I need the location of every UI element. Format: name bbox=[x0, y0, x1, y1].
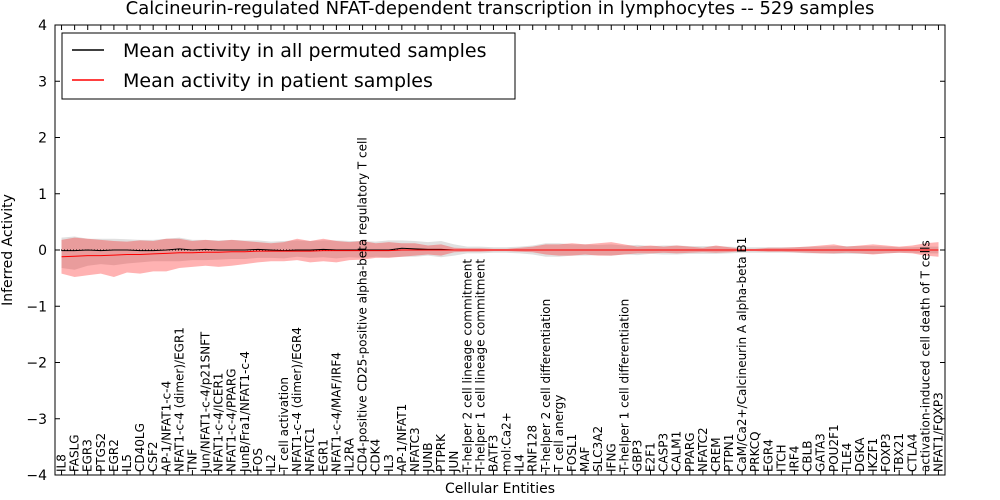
x-tick-label: PPARG bbox=[683, 432, 697, 472]
x-tick-label: FASLG bbox=[68, 434, 82, 472]
x-tick-label: PRKCQ bbox=[748, 431, 762, 472]
y-tick-label: 2 bbox=[38, 131, 47, 147]
x-tick-label: NFAT1-c-4/ICER1 bbox=[212, 373, 226, 472]
x-tick-label: IL8 bbox=[55, 454, 69, 472]
x-tick-label: Jun/NFAT1-c-4/p21SNFT bbox=[199, 331, 213, 473]
x-tick-label: CDK4 bbox=[369, 439, 383, 472]
x-tick-label: NFATC3 bbox=[408, 427, 422, 472]
x-tick-label: TLE4 bbox=[840, 443, 854, 473]
x-tick-label: JUN bbox=[447, 451, 461, 473]
x-tick-label: PTPN1 bbox=[722, 434, 736, 472]
legend-box bbox=[61, 32, 516, 100]
x-tick-label: NFAT1-c-4 (dimer)/EGR1 bbox=[172, 327, 186, 472]
x-tick-label: MAF bbox=[578, 446, 592, 472]
x-tick-label: IRF4 bbox=[788, 446, 802, 472]
patient-mean-line bbox=[61, 249, 939, 258]
x-tick-label: T cell anergy bbox=[552, 395, 566, 473]
x-tick-label: FOS bbox=[251, 448, 265, 472]
x-tick-label: FOXP3 bbox=[879, 433, 893, 472]
x-tick-label: ITCH bbox=[774, 444, 788, 472]
x-tick-label: CD4-positive CD25-positive alpha-beta re… bbox=[356, 137, 370, 472]
x-tick-label: CALM1 bbox=[670, 431, 684, 472]
y-tick-label: −3 bbox=[26, 412, 47, 428]
x-tick-label: IL4 bbox=[513, 454, 527, 472]
x-tick-label: TBX21 bbox=[892, 433, 906, 473]
x-tick-label: PTGS2 bbox=[94, 433, 108, 472]
legend: Mean activity in all permuted samples Me… bbox=[61, 32, 516, 100]
x-tick-label: EGR2 bbox=[107, 439, 121, 472]
x-tick-label: POU2F1 bbox=[827, 424, 841, 472]
x-tick-label: AP-1/NFAT1-c-4 bbox=[159, 381, 173, 472]
x-tick-label: activation-induced cell death of T cells bbox=[918, 240, 932, 472]
x-axis-label: Cellular Entities bbox=[445, 481, 555, 497]
x-tick-label: TNF bbox=[185, 449, 199, 473]
x-tick-label: DGKA bbox=[853, 437, 867, 472]
x-tick-label: T cell activation bbox=[277, 377, 291, 473]
x-tick-label: CREM bbox=[709, 437, 723, 472]
x-tick-label: T-helper 2 cell differentiation bbox=[539, 299, 553, 473]
x-tick-label: PTPRK bbox=[434, 433, 448, 472]
x-tick-label: IFNG bbox=[604, 443, 618, 472]
x-tick-label: E2F1 bbox=[644, 442, 658, 472]
x-tick-label: RNF128 bbox=[526, 425, 540, 472]
y-tick-label: −1 bbox=[26, 299, 47, 315]
x-tick-label: mol:Ca2+ bbox=[500, 412, 514, 472]
x-tick-label: NFAT1/FOXP3 bbox=[932, 392, 946, 472]
x-tick-label: EGR1 bbox=[316, 439, 330, 472]
x-tick-label: IL3 bbox=[382, 454, 396, 472]
x-axis: IL8 FASLG EGR3 PTGS2 EGR2 IL5 CD40LG CSF2 AP-1/N… bbox=[55, 25, 946, 475]
y-tick-label: 3 bbox=[38, 74, 47, 90]
x-tick-label: NFATC1 bbox=[303, 427, 317, 472]
x-tick-label: JUNB bbox=[421, 442, 435, 473]
y-tick-label: −4 bbox=[26, 468, 47, 484]
y-tick-label: 1 bbox=[38, 187, 47, 203]
legend-label-patient: Mean activity in patient samples bbox=[123, 70, 433, 92]
x-tick-label: T-helper 1 cell differentiation bbox=[617, 299, 631, 473]
x-tick-label: NFAT1-c-4 (dimer)/EGR4 bbox=[290, 327, 304, 472]
x-tick-label: CTLA4 bbox=[905, 433, 919, 472]
x-tick-label: AP-1/NFAT1 bbox=[395, 404, 409, 472]
patient-band bbox=[61, 237, 939, 277]
x-tick-label: NFATC2 bbox=[696, 427, 710, 472]
x-tick-label: GATA3 bbox=[814, 433, 828, 472]
x-tick-label: NFAT1-c-4/MAF/IRF4 bbox=[329, 352, 343, 472]
y-axis: −4 −3 −2 −1 0 1 2 3 4 bbox=[26, 18, 945, 484]
chart-title: Calcineurin-regulated NFAT-dependent tra… bbox=[126, 0, 875, 19]
y-tick-label: 4 bbox=[38, 18, 47, 34]
y-tick-label: 0 bbox=[38, 243, 47, 259]
x-tick-label: NFAT1-c-4/PPARG bbox=[225, 368, 239, 472]
x-tick-label: CD40LG bbox=[133, 423, 147, 472]
x-tick-label: CaM/Ca2+/Calcineurin A alpha-beta B1 bbox=[735, 237, 749, 472]
x-tick-label: IKZF1 bbox=[866, 438, 880, 472]
plot-area bbox=[55, 236, 945, 277]
y-axis-label: Inferred Activity bbox=[0, 194, 16, 306]
y-tick-label: −2 bbox=[26, 356, 47, 372]
legend-label-permuted: Mean activity in all permuted samples bbox=[123, 40, 486, 62]
x-tick-label: EGR3 bbox=[81, 439, 95, 472]
x-tick-label: IL5 bbox=[120, 454, 134, 472]
x-tick-label: T-helper 2 cell lineage commitment bbox=[460, 259, 474, 473]
x-tick-label: CASP3 bbox=[657, 433, 671, 472]
permuted-band bbox=[61, 236, 939, 270]
x-tick-label: BATF3 bbox=[487, 435, 501, 472]
x-tick-label: SLC3A2 bbox=[591, 426, 605, 472]
x-tick-label: GBP3 bbox=[630, 440, 644, 472]
x-tick-label: IL2 bbox=[264, 454, 278, 472]
x-tick-label: JunB/Fra1/NFAT1-c-4 bbox=[238, 351, 252, 473]
x-tick-label: CBLB bbox=[801, 440, 815, 472]
x-tick-label: CSF2 bbox=[146, 441, 160, 472]
x-tick-label: FOSL1 bbox=[565, 434, 579, 472]
x-tick-label: EGR4 bbox=[761, 439, 775, 472]
x-tick-label: T-helper 1 cell lineage commitment bbox=[473, 259, 487, 473]
x-tick-label: IL2RA bbox=[343, 437, 357, 472]
